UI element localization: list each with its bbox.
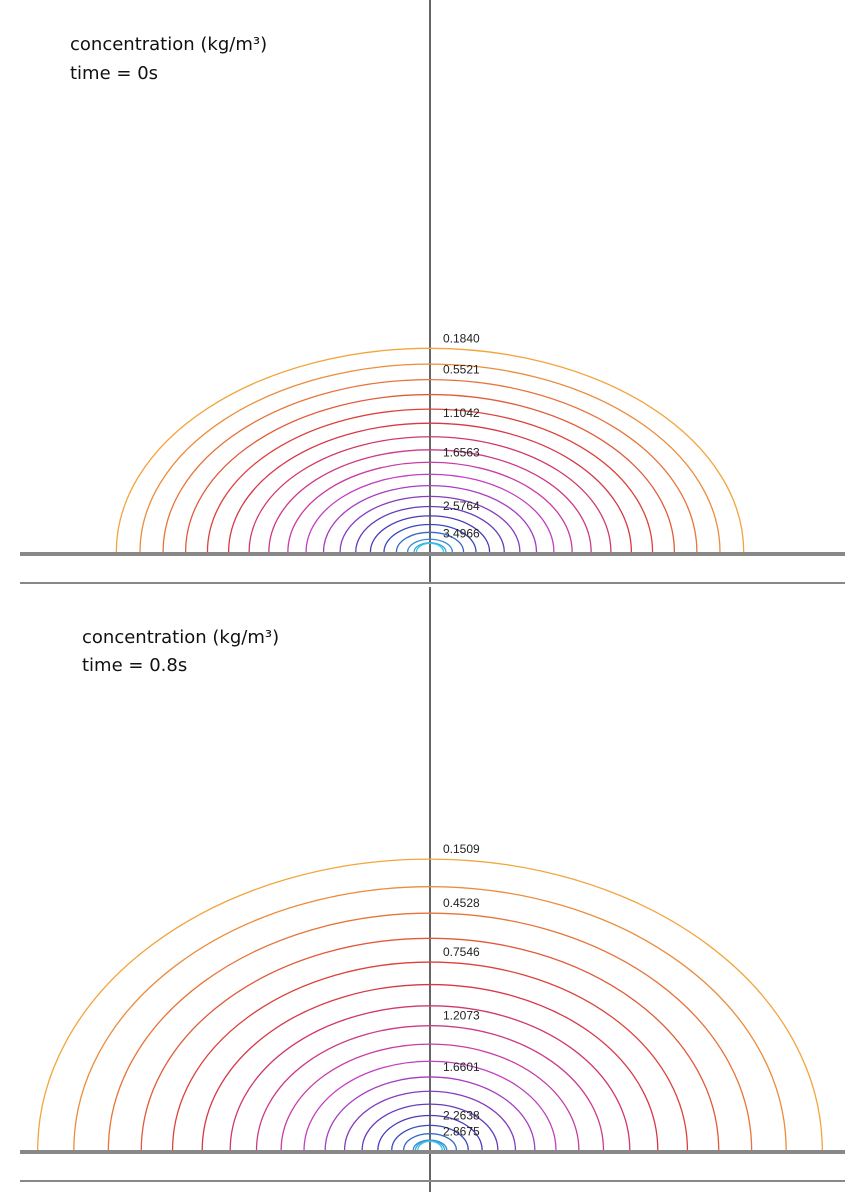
contour-line <box>361 1103 499 1151</box>
chart-title: concentration (kg/m³) <box>70 34 267 55</box>
contour-line <box>287 461 573 553</box>
contour-line <box>369 515 491 553</box>
contour-line <box>115 347 745 553</box>
contour-label: 1.2073 <box>443 1009 480 1023</box>
contour-line <box>139 363 721 553</box>
contour-line <box>339 495 521 553</box>
contour-line <box>206 408 654 553</box>
contour-line <box>324 1076 536 1151</box>
contour-line <box>268 449 592 553</box>
contour-line <box>415 542 445 553</box>
contour-label: 3.4966 <box>443 526 480 540</box>
contour-line <box>303 1060 557 1151</box>
contour-label: 2.8675 <box>443 1124 480 1138</box>
contour-line <box>201 983 659 1151</box>
contour-label: 0.4528 <box>443 896 480 910</box>
contour-label: 1.1042 <box>443 406 480 420</box>
contour-label: 2.5764 <box>443 499 480 513</box>
contour-line <box>248 436 612 553</box>
contour-line <box>305 473 555 553</box>
contour-line <box>171 961 689 1151</box>
chart-title: concentration (kg/m³) <box>82 627 279 648</box>
contour-line <box>377 1114 483 1151</box>
contour-line <box>395 531 465 553</box>
contour-line <box>417 1140 443 1151</box>
contour-line <box>322 484 538 553</box>
contour-line <box>37 858 823 1151</box>
contour-label: 2.2638 <box>443 1108 480 1122</box>
contour-line <box>355 505 505 553</box>
contour-line <box>280 1043 580 1151</box>
contour-label: 0.7546 <box>443 945 480 959</box>
contour-line <box>343 1090 517 1151</box>
contour-line <box>391 1124 469 1151</box>
contour-label: 1.6563 <box>443 445 480 459</box>
contour-label: 1.6601 <box>443 1060 480 1074</box>
contour-line <box>402 1133 458 1151</box>
contour-line <box>184 393 676 553</box>
contour-line <box>162 378 698 553</box>
contour-label: 0.1840 <box>443 331 480 345</box>
contour-line <box>406 538 454 553</box>
axes-bottom <box>20 587 845 1192</box>
contour-line <box>73 886 787 1151</box>
chart-subtitle: time = 0s <box>70 63 158 84</box>
contour-line <box>383 523 477 553</box>
contour-line <box>140 937 720 1151</box>
chart-subtitle: time = 0.8s <box>82 655 187 676</box>
contour-line <box>107 912 753 1151</box>
contour-label: 0.1509 <box>443 842 480 856</box>
axes-top <box>20 0 845 584</box>
contour-line <box>227 422 633 553</box>
contour-line <box>229 1005 631 1151</box>
contour-label: 0.5521 <box>443 363 480 377</box>
contour-line <box>255 1024 605 1151</box>
